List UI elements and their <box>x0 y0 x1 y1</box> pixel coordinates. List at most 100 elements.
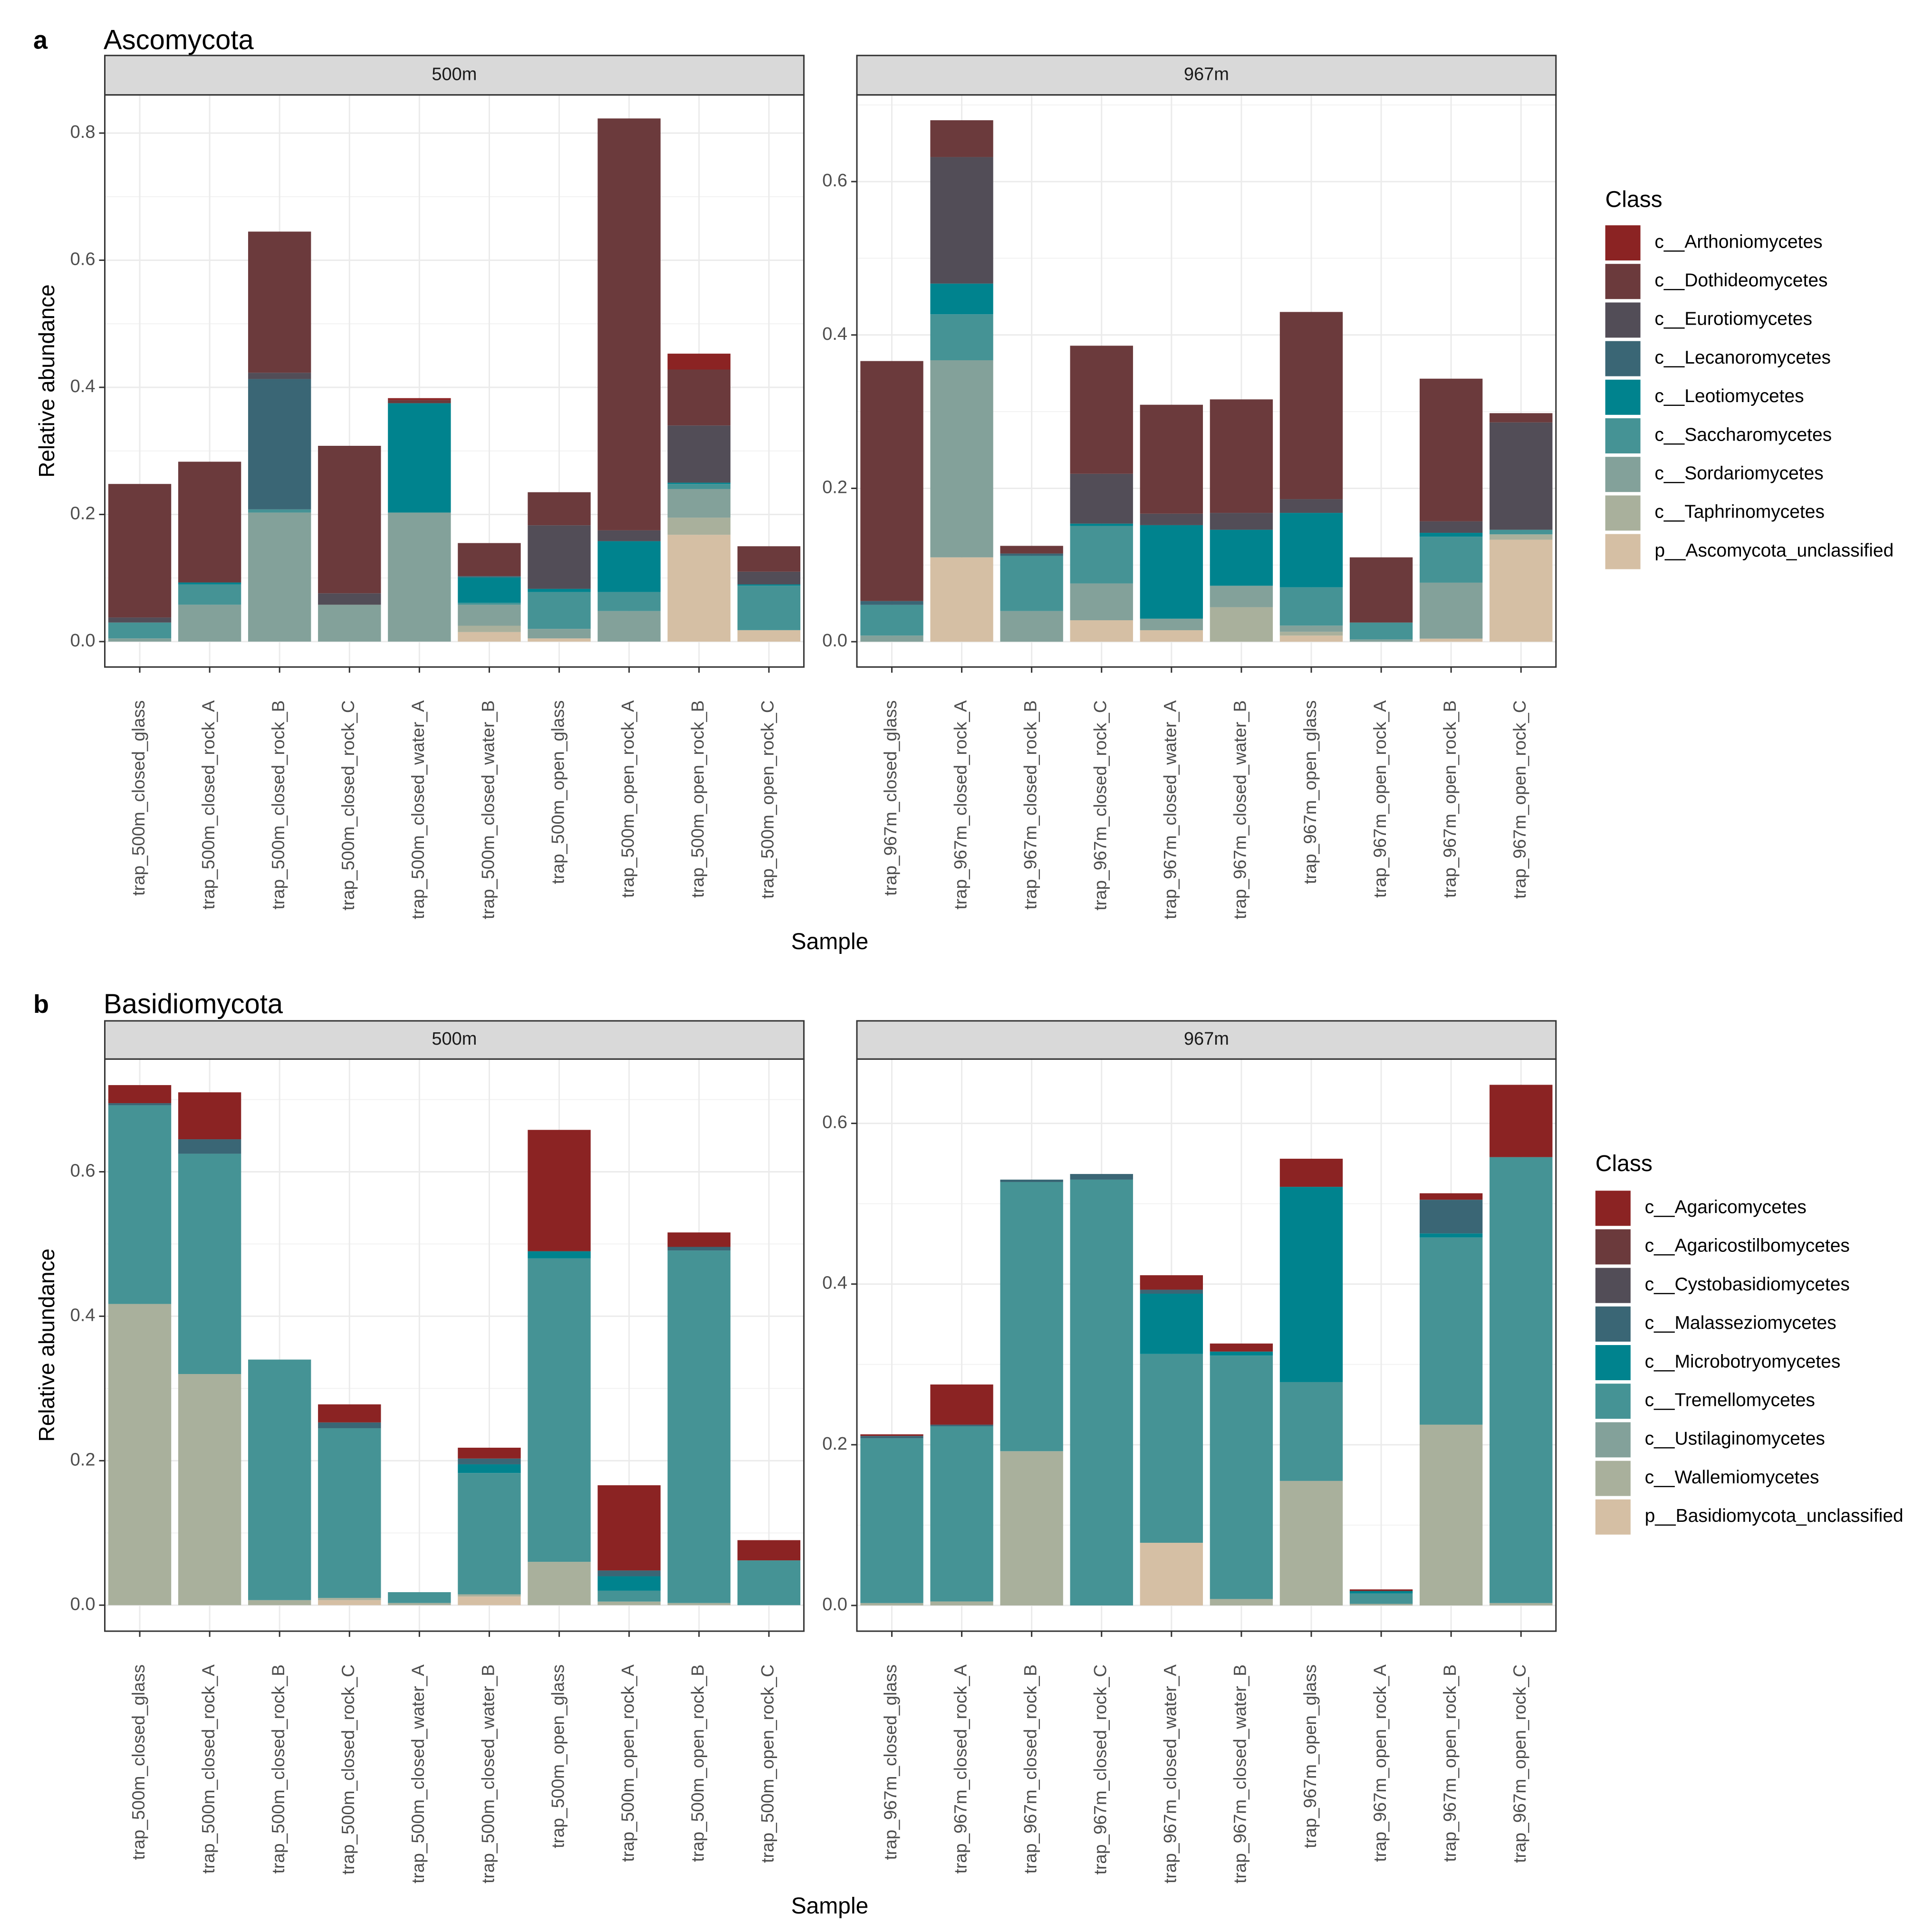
facet-strip-label: 967m <box>1184 64 1229 84</box>
y-axis-label: Relative abundance <box>34 284 59 478</box>
bar-segment <box>318 593 381 605</box>
legend: Class c__Arthoniomycetes c__Dothideomycete… <box>1605 187 1894 569</box>
legend-label: c__Arthoniomycetes <box>1654 231 1822 252</box>
bar-segment <box>930 120 993 157</box>
y-tick-label: 0.4 <box>822 324 847 344</box>
bar-segment <box>1349 622 1413 640</box>
x-tick-label: trap_500m_closed_rock_B <box>269 1664 288 1874</box>
bar-segment <box>1070 583 1133 620</box>
bar-segment <box>737 584 801 586</box>
bar-segment <box>248 1600 311 1605</box>
legend-title: Class <box>1596 1151 1653 1176</box>
x-tick-label: trap_500m_closed_rock_B <box>269 700 288 909</box>
bar-segment <box>458 605 521 626</box>
bar-segment <box>528 588 591 592</box>
facet-strip <box>856 1020 1557 1060</box>
bar-segment <box>1000 1179 1063 1182</box>
bar-segment <box>528 629 591 639</box>
legend-swatch <box>1605 457 1641 492</box>
bar-segment <box>458 1473 521 1595</box>
bar-segment <box>1419 638 1483 642</box>
bar-segment <box>528 1562 591 1605</box>
bar-segment <box>528 1258 591 1562</box>
legend-label: c__Wallemiomycetes <box>1645 1467 1819 1488</box>
bar-segment <box>1000 553 1063 556</box>
bar-segment <box>108 617 172 623</box>
bar-segment <box>737 1560 801 1605</box>
bar-segment <box>178 1092 241 1140</box>
bar-segment <box>1210 1343 1273 1352</box>
bar-segment <box>1419 1200 1483 1234</box>
x-tick-label: trap_500m_open_rock_A <box>618 700 637 898</box>
bar-segment <box>1210 513 1273 530</box>
legend-label: c__Microbotryomycetes <box>1645 1351 1841 1372</box>
bar-segment <box>1000 1451 1063 1605</box>
bar-segment <box>860 605 923 636</box>
bar-segment <box>1140 1543 1203 1605</box>
bar-segment <box>930 1426 993 1602</box>
bar-segment <box>178 461 241 583</box>
x-tick-label: trap_967m_closed_glass <box>881 1664 900 1860</box>
legend-label: c__Agaricomycetes <box>1645 1197 1807 1218</box>
x-tick-label: trap_967m_closed_glass <box>881 700 900 895</box>
x-tick-label: trap_967m_open_rock_A <box>1370 700 1390 898</box>
bar-segment <box>597 1601 661 1605</box>
bar-segment <box>860 361 923 601</box>
bar-segment <box>178 1374 241 1605</box>
bar-segment <box>458 577 521 603</box>
bar-segment <box>388 512 451 642</box>
bar-segment <box>178 605 241 642</box>
legend-swatch <box>1595 1191 1631 1226</box>
bar-segment <box>930 283 993 315</box>
bar-segment <box>1490 1085 1553 1157</box>
legend-label: c__Taphrinomycetes <box>1654 502 1825 522</box>
legend-swatch <box>1605 225 1641 261</box>
bar-segment <box>1419 378 1483 521</box>
panel-border <box>104 1058 805 1632</box>
x-tick-label: trap_500m_open_rock_B <box>688 700 708 898</box>
bar-segment <box>1349 639 1413 642</box>
bar-segment <box>1490 529 1553 535</box>
bar-segment <box>597 541 661 592</box>
bar-segment <box>1419 1237 1483 1425</box>
x-tick-label: trap_967m_open_glass <box>1300 1664 1320 1848</box>
bar-segment <box>597 592 661 611</box>
bar-segment <box>737 546 801 572</box>
bar-segment <box>1070 346 1133 474</box>
bar-segment <box>1070 1179 1133 1605</box>
chart-title: Ascomycota <box>104 25 254 56</box>
bar-segment <box>1140 1275 1203 1290</box>
legend: Class c__Agaricomycetes c__Agaricostilbomy… <box>1595 1151 1903 1535</box>
legend-swatch <box>1595 1422 1631 1458</box>
bar-segment <box>737 1540 801 1561</box>
bar-segment <box>1419 582 1483 639</box>
bar-segment <box>667 425 731 483</box>
bar-segment <box>667 1250 731 1603</box>
x-tick-label: trap_500m_closed_rock_C <box>338 700 358 910</box>
bar-segment <box>930 157 993 284</box>
x-tick-label: trap_500m_open_glass <box>548 700 567 884</box>
bar-segment <box>597 611 661 642</box>
bar-segment <box>737 630 801 642</box>
y-tick-label: 0.2 <box>70 1450 96 1470</box>
bar-segment <box>1279 499 1343 513</box>
bar-segment <box>1490 534 1553 540</box>
bar-segment <box>248 1359 311 1600</box>
panel-border <box>104 94 805 668</box>
bar-segment <box>1279 1187 1343 1382</box>
bar-segment <box>1279 1480 1343 1605</box>
bar-segment <box>318 605 381 642</box>
legend-swatch <box>1605 341 1641 376</box>
bar-segment <box>318 1428 381 1598</box>
y-tick-label: 0.6 <box>70 250 96 269</box>
bar-segment <box>1210 1351 1273 1356</box>
bar-segment <box>248 373 311 379</box>
bar-segment <box>1419 1193 1483 1200</box>
bar-segment <box>667 1232 731 1247</box>
bar-segment <box>318 1404 381 1423</box>
legend-label: c__Saccharomycetes <box>1654 424 1832 445</box>
legend-swatch <box>1605 534 1641 569</box>
bar-segment <box>1070 473 1133 524</box>
bar-segment <box>1140 1289 1203 1294</box>
